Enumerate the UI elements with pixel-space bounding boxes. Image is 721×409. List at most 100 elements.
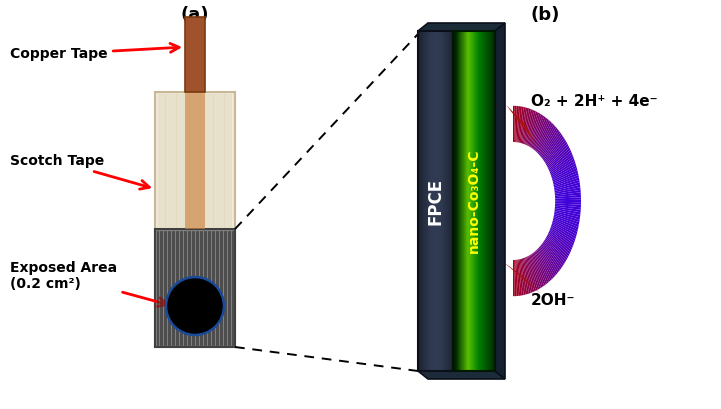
Bar bbox=[451, 31, 453, 371]
Polygon shape bbox=[542, 133, 562, 160]
Polygon shape bbox=[518, 107, 523, 143]
Polygon shape bbox=[523, 108, 531, 144]
Polygon shape bbox=[547, 235, 568, 258]
Bar bbox=[423, 31, 425, 371]
Polygon shape bbox=[514, 106, 516, 142]
Polygon shape bbox=[549, 230, 572, 250]
Polygon shape bbox=[553, 217, 578, 229]
Polygon shape bbox=[523, 258, 531, 294]
Bar bbox=[468, 31, 469, 371]
Polygon shape bbox=[534, 119, 549, 151]
Bar bbox=[418, 31, 420, 371]
Bar bbox=[433, 31, 434, 371]
Polygon shape bbox=[555, 200, 581, 202]
Polygon shape bbox=[541, 130, 560, 158]
Bar bbox=[477, 31, 479, 371]
Polygon shape bbox=[537, 123, 553, 153]
Bar bbox=[467, 31, 468, 371]
Polygon shape bbox=[542, 243, 562, 270]
Bar bbox=[434, 31, 435, 371]
Polygon shape bbox=[520, 107, 526, 143]
Bar bbox=[475, 31, 477, 371]
Polygon shape bbox=[527, 111, 538, 146]
Bar bbox=[430, 31, 432, 371]
Bar bbox=[428, 31, 430, 371]
Polygon shape bbox=[516, 260, 518, 296]
Text: nano-Co₃O₄-C: nano-Co₃O₄-C bbox=[467, 149, 481, 253]
Bar bbox=[454, 31, 456, 371]
Polygon shape bbox=[544, 240, 564, 266]
Bar bbox=[435, 31, 437, 371]
Bar bbox=[464, 31, 465, 371]
Bar bbox=[436, 31, 438, 371]
Bar bbox=[458, 31, 459, 371]
Polygon shape bbox=[554, 214, 579, 225]
Bar bbox=[464, 31, 465, 371]
Bar bbox=[477, 31, 478, 371]
Polygon shape bbox=[418, 23, 505, 31]
Polygon shape bbox=[546, 236, 567, 261]
Bar bbox=[447, 31, 448, 371]
Polygon shape bbox=[552, 223, 576, 239]
Polygon shape bbox=[539, 247, 556, 276]
Bar bbox=[426, 31, 428, 371]
Bar bbox=[471, 31, 472, 371]
Bar bbox=[474, 31, 476, 371]
Polygon shape bbox=[539, 126, 556, 155]
Polygon shape bbox=[543, 241, 562, 268]
Bar bbox=[469, 31, 470, 371]
Bar bbox=[461, 31, 462, 371]
Bar bbox=[493, 31, 494, 371]
Polygon shape bbox=[541, 243, 560, 271]
Polygon shape bbox=[520, 259, 526, 295]
Text: Copper Tape: Copper Tape bbox=[10, 43, 179, 61]
Polygon shape bbox=[535, 120, 550, 152]
Bar bbox=[474, 31, 475, 371]
Polygon shape bbox=[531, 115, 544, 148]
Polygon shape bbox=[555, 205, 581, 210]
Polygon shape bbox=[547, 146, 570, 168]
Bar bbox=[461, 31, 463, 371]
Polygon shape bbox=[536, 121, 552, 153]
Bar bbox=[459, 31, 460, 371]
Polygon shape bbox=[549, 150, 571, 171]
Polygon shape bbox=[530, 254, 542, 288]
Polygon shape bbox=[549, 154, 573, 173]
Bar bbox=[480, 31, 482, 371]
Text: Exposed Area
(0.2 cm²): Exposed Area (0.2 cm²) bbox=[10, 261, 167, 306]
Bar bbox=[428, 31, 429, 371]
Polygon shape bbox=[544, 136, 564, 162]
Bar bbox=[472, 31, 474, 371]
Bar bbox=[443, 31, 444, 371]
Polygon shape bbox=[535, 250, 550, 282]
Bar bbox=[418, 31, 453, 371]
Polygon shape bbox=[554, 211, 580, 220]
Bar bbox=[476, 31, 477, 371]
Polygon shape bbox=[555, 207, 580, 212]
Circle shape bbox=[168, 279, 222, 333]
Bar bbox=[456, 31, 457, 371]
Polygon shape bbox=[534, 252, 547, 285]
Polygon shape bbox=[552, 168, 578, 182]
Polygon shape bbox=[513, 106, 515, 142]
Bar bbox=[457, 31, 459, 371]
Bar bbox=[485, 31, 487, 371]
Bar bbox=[470, 31, 471, 371]
Polygon shape bbox=[543, 134, 562, 161]
Bar bbox=[490, 31, 491, 371]
Polygon shape bbox=[553, 170, 578, 183]
Polygon shape bbox=[525, 257, 534, 292]
Polygon shape bbox=[541, 245, 559, 273]
Circle shape bbox=[166, 276, 224, 335]
Polygon shape bbox=[549, 152, 572, 172]
Polygon shape bbox=[503, 261, 540, 293]
Polygon shape bbox=[554, 187, 580, 194]
Polygon shape bbox=[536, 249, 552, 281]
Polygon shape bbox=[506, 105, 536, 144]
Polygon shape bbox=[550, 156, 574, 175]
Polygon shape bbox=[495, 23, 505, 379]
Bar bbox=[465, 31, 466, 371]
Bar bbox=[487, 31, 488, 371]
Text: (a): (a) bbox=[181, 6, 209, 24]
Polygon shape bbox=[544, 138, 565, 163]
